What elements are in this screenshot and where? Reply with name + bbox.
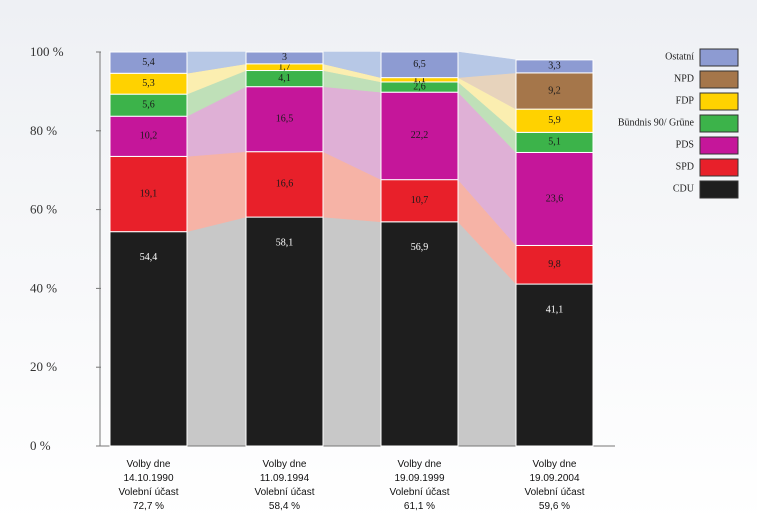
x-category-label: Volby dne: [127, 459, 171, 470]
legend-label: CDU: [673, 183, 695, 194]
bar-segment-cdu: [245, 216, 324, 447]
bar-segment-cdu: [515, 283, 594, 447]
x-category-label: 59,6 %: [539, 501, 570, 512]
legend-swatch: [699, 158, 739, 177]
data-label-pds: 22,2: [411, 130, 429, 141]
connector-band-cdu: [322, 216, 382, 447]
bar-segment-spd: [109, 155, 188, 233]
connector-band-ostatn-: [457, 51, 517, 78]
legend-label: PDS: [676, 139, 694, 150]
legend-swatch: [699, 70, 739, 89]
data-label-cdu: 41,1: [546, 304, 564, 315]
data-label-npd: 9,2: [548, 85, 561, 96]
x-category-label: 19.09.1999: [394, 473, 444, 484]
x-category-label: Volby dne: [263, 459, 307, 470]
y-tick-label: 0 %: [30, 438, 51, 453]
data-label-cdu: 56,9: [411, 242, 429, 253]
legend-swatch: [699, 92, 739, 111]
data-label-cdu: 54,4: [140, 252, 158, 263]
y-tick-label: 40 %: [30, 280, 57, 295]
data-label-cdu: 58,1: [276, 237, 294, 248]
data-label-spd: 16,6: [276, 179, 294, 190]
data-label-fdp: 1,7: [278, 61, 291, 72]
bar-segment-cdu: [109, 231, 188, 447]
x-category-label: Volební účast: [118, 487, 178, 498]
data-label-b-ndnis-90-gr-ne: 4,1: [278, 73, 291, 84]
x-category-label: 72,7 %: [133, 501, 164, 512]
legend-label: SPD: [676, 161, 694, 172]
data-label-ostatn-: 6,5: [413, 59, 426, 70]
data-label-fdp: 5,3: [142, 78, 155, 89]
x-category-label: Volební účast: [524, 487, 584, 498]
y-tick-label: 100 %: [30, 44, 64, 59]
y-tick-label: 20 %: [30, 359, 57, 374]
bar-segment-cdu: [380, 221, 459, 447]
x-category-label: 19.09.2004: [529, 473, 579, 484]
data-label-fdp: 1,1: [413, 74, 426, 85]
data-label-spd: 9,8: [548, 259, 561, 270]
connector-band-cdu: [186, 216, 247, 447]
legend-label: Bündnis 90/ Grüne: [618, 117, 695, 128]
data-label-b-ndnis-90-gr-ne: 2,6: [413, 81, 426, 92]
bar-segment-ostatn-: [380, 51, 459, 79]
x-category-label: Volby dne: [398, 459, 442, 470]
x-category-label: Volební účast: [389, 487, 449, 498]
legend-swatch: [699, 114, 739, 133]
x-category-label: 61,1 %: [404, 501, 435, 512]
data-label-b-ndnis-90-gr-ne: 5,6: [142, 99, 155, 110]
legend-swatch: [699, 180, 739, 199]
bar-segment-pds: [380, 91, 459, 181]
data-label-pds: 23,6: [546, 193, 564, 204]
data-label-ostatn-: 3: [282, 52, 287, 63]
data-label-spd: 19,1: [140, 188, 158, 199]
data-label-pds: 10,2: [140, 131, 158, 142]
x-category-label: 58,4 %: [269, 501, 300, 512]
legend-swatch: [699, 48, 739, 67]
x-category-label: Volební účast: [254, 487, 314, 498]
x-category-label: Volby dne: [533, 459, 577, 470]
data-label-spd: 10,7: [411, 195, 429, 206]
data-label-pds: 16,5: [276, 113, 294, 124]
bar-segment-spd: [245, 151, 324, 218]
bar-segment-spd: [380, 179, 459, 223]
data-label-ostatn-: 5,4: [142, 57, 155, 68]
bar-segment-ostatn-: [245, 51, 324, 65]
data-label-fdp: 5,9: [548, 115, 561, 126]
bar-segment-ostatn-: [109, 51, 188, 74]
bar-segment-ostatn-: [515, 59, 594, 74]
data-label-ostatn-: 3,3: [548, 61, 561, 72]
x-category-label: 14.10.1990: [123, 473, 173, 484]
legend-swatch: [699, 136, 739, 155]
legend-label: Ostatní: [665, 51, 694, 62]
legend-label: NPD: [674, 73, 694, 84]
y-tick-label: 80 %: [30, 123, 57, 138]
legend-label: FDP: [676, 95, 695, 106]
data-label-b-ndnis-90-gr-ne: 5,1: [548, 137, 561, 148]
x-category-label: 11.09.1994: [260, 473, 310, 484]
y-tick-label: 60 %: [30, 202, 57, 217]
bar-segment-pds: [515, 151, 594, 246]
